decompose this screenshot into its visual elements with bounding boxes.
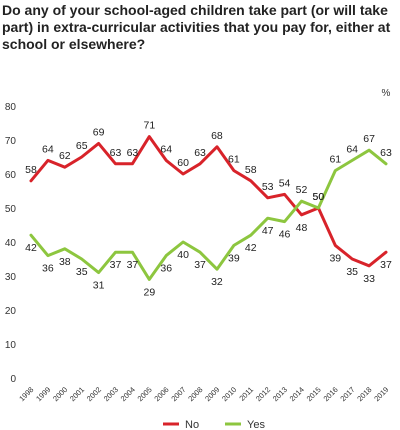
x-tick-label: 2013	[271, 385, 289, 403]
data-label: 32	[211, 276, 223, 288]
x-tick-label: 2017	[338, 385, 356, 403]
data-label: 63	[194, 147, 206, 159]
x-tick-label: 2000	[51, 385, 69, 403]
data-label: 63	[127, 147, 139, 159]
x-tick-label: 1999	[34, 385, 52, 403]
data-label: 53	[262, 181, 274, 193]
x-tick-label: 2010	[220, 385, 238, 403]
data-label: 37	[380, 259, 392, 271]
x-tick-label: 2007	[169, 385, 187, 403]
legend-label-no: No	[185, 419, 199, 430]
data-label: 64	[346, 143, 358, 155]
data-label: 54	[279, 177, 291, 189]
y-tick-label: 40	[5, 238, 17, 249]
data-label: 35	[76, 266, 88, 278]
data-label: 63	[110, 147, 122, 159]
data-label: 37	[110, 259, 122, 271]
data-label: 61	[228, 154, 240, 166]
y-tick-label: 70	[5, 136, 17, 147]
data-label: 58	[245, 164, 257, 176]
series-line-yes	[29, 148, 388, 281]
data-label: 65	[76, 140, 88, 152]
data-label: 69	[93, 126, 105, 138]
x-tick-label: 1998	[17, 385, 35, 403]
data-label: 36	[160, 263, 172, 275]
x-tick-label: 2005	[136, 385, 154, 403]
data-label: 60	[177, 157, 189, 169]
x-tick-label: 2012	[254, 385, 272, 403]
data-label: 67	[363, 133, 375, 145]
data-label: 62	[59, 150, 71, 162]
x-tick-label: 2014	[288, 385, 306, 403]
data-label: 71	[143, 120, 155, 132]
data-label: 46	[279, 229, 291, 241]
unit-label: %	[382, 88, 391, 99]
x-tick-label: 2004	[119, 385, 137, 403]
data-label: 61	[329, 154, 341, 166]
data-label: 63	[380, 147, 392, 159]
data-label: 58	[25, 164, 37, 176]
x-tick-label: 2011	[237, 385, 255, 403]
data-label: 68	[211, 130, 223, 142]
series-lines	[29, 135, 388, 281]
x-tick-label: 2001	[68, 385, 86, 403]
data-label: 33	[363, 273, 375, 285]
data-label: 50	[313, 191, 325, 203]
legend: No Yes	[163, 419, 265, 430]
chart-title: Do any of your school-aged children take…	[2, 2, 391, 52]
x-tick-label: 2019	[372, 385, 390, 403]
y-tick-label: 50	[5, 204, 17, 215]
y-axis: 0 10 20 30 40 50 60 70 80	[5, 102, 17, 385]
data-label: 50	[313, 191, 325, 203]
data-label: 48	[296, 222, 308, 234]
y-tick-label: 20	[5, 306, 17, 317]
data-label: 47	[262, 225, 274, 237]
data-label: 38	[59, 256, 71, 268]
data-label: 29	[143, 286, 155, 298]
x-tick-label: 2016	[322, 385, 340, 403]
data-label: 37	[194, 259, 206, 271]
y-tick-label: 30	[5, 272, 17, 283]
data-label: 52	[296, 184, 308, 196]
x-tick-label: 2003	[102, 385, 120, 403]
data-label: 35	[346, 266, 358, 278]
legend-label-yes: Yes	[247, 419, 265, 430]
data-label: 64	[160, 143, 172, 155]
y-tick-label: 80	[5, 102, 17, 113]
data-label: 42	[245, 242, 257, 254]
x-tick-label: 2008	[186, 385, 204, 403]
series-line-no	[29, 135, 388, 268]
x-tick-label: 2006	[152, 385, 170, 403]
y-tick-label: 60	[5, 170, 17, 181]
y-tick-label: 10	[5, 340, 17, 351]
x-tick-label: 2009	[203, 385, 221, 403]
data-label: 31	[93, 280, 105, 292]
data-label: 37	[127, 259, 139, 271]
data-label: 40	[177, 249, 189, 261]
x-tick-label: 2015	[305, 385, 323, 403]
y-tick-label: 0	[10, 374, 16, 385]
data-labels: 58 42 64 36 62 38 65 35 69 31 63 37 63 37 71 29 64 36 60 40…	[25, 120, 392, 299]
data-label: 36	[42, 263, 54, 275]
x-tick-label: 2002	[85, 385, 103, 403]
data-label: 39	[329, 252, 341, 264]
data-label: 42	[25, 242, 37, 254]
x-tick-label: 2018	[355, 385, 373, 403]
data-label: 64	[42, 143, 54, 155]
x-axis: 1998199920002001200220032004200520062007…	[17, 385, 390, 403]
data-label: 39	[228, 252, 240, 264]
